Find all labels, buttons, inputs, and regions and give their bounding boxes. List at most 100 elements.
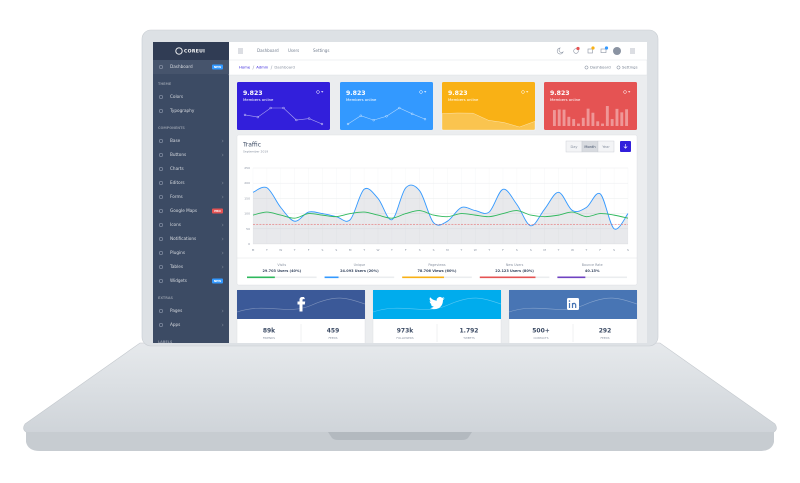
sidebar-brand: [153, 42, 229, 60]
progress-track: [557, 276, 627, 279]
nav-icon: [158, 250, 164, 256]
sparkbar: [620, 112, 624, 126]
social-label: FRIENDS: [263, 336, 275, 340]
list-icon[interactable]: [587, 48, 593, 54]
twitter-icon: [429, 296, 445, 310]
x-tick-label: S: [627, 248, 629, 252]
widget-card: [340, 82, 433, 130]
nav-item[interactable]: Dashboard: [170, 64, 193, 69]
brand-name: COREUI: [184, 49, 205, 55]
widget-label: Members online: [448, 97, 479, 102]
nav-item[interactable]: Buttons: [170, 152, 186, 157]
traffic-subtitle: September 2019: [243, 150, 268, 154]
nav-item[interactable]: Google Maps: [170, 208, 197, 213]
traffic-title: Traffic: [242, 142, 261, 149]
nav-item[interactable]: Icons: [170, 222, 181, 227]
x-tick-label: F: [599, 248, 601, 252]
nav-item[interactable]: Forms: [170, 194, 183, 199]
nav-item[interactable]: Base: [170, 138, 181, 143]
action-icon: [584, 65, 589, 70]
sparkbar: [577, 123, 580, 126]
nav-item[interactable]: Charts: [170, 166, 184, 171]
social-label: FEEDS: [328, 336, 337, 340]
mail-icon[interactable]: [600, 48, 607, 53]
nav-item[interactable]: Tables: [169, 264, 183, 269]
social-wave: [236, 297, 366, 313]
stat-value: 40.15%: [585, 269, 600, 273]
download-icon: [623, 144, 628, 149]
header-nav[interactable]: Dashboard: [257, 48, 279, 53]
aside-toggle[interactable]: [630, 48, 635, 54]
social-label: CONTACTS: [533, 336, 548, 340]
widget-caret: [424, 91, 427, 93]
sparkline-point: [295, 118, 298, 122]
stat-value: 78.706 Views (60%): [417, 269, 456, 273]
linkedin-dot: [568, 300, 571, 302]
chevron: [221, 237, 224, 241]
bell-icon[interactable]: [573, 48, 579, 54]
x-tick-label: T: [362, 248, 365, 252]
y-tick-label: 50: [246, 227, 250, 231]
nav-icon: [158, 322, 164, 328]
widget-card: [237, 82, 330, 130]
nav-item[interactable]: Pages: [170, 308, 182, 313]
nav-icon: [158, 108, 164, 114]
nav-item[interactable]: Editors: [170, 180, 185, 185]
widget-gear: [521, 90, 525, 94]
progress-bar: [324, 276, 339, 279]
nav-item[interactable]: Widgets: [170, 278, 187, 283]
hamburger[interactable]: [238, 48, 243, 54]
nav-icon: [158, 138, 164, 144]
nav-icon: [158, 208, 164, 214]
stat-label: Bounce Rate: [582, 263, 603, 267]
social-wave: [372, 297, 502, 313]
action-icon: [616, 65, 621, 70]
nav-item[interactable]: Typography: [169, 108, 195, 113]
sparkline-point: [359, 114, 362, 117]
sparkbar: [615, 108, 619, 126]
breadcrumb-action[interactable]: Settings: [622, 65, 638, 70]
social-label: FOLLOWERS: [396, 336, 414, 340]
breadcrumb-action[interactable]: Dashboard: [590, 65, 611, 70]
nav-item[interactable]: Notifications: [170, 236, 196, 241]
nav-item[interactable]: Apps: [170, 322, 180, 327]
breadcrumb-item[interactable]: Home: [239, 65, 251, 70]
moon-icon[interactable]: [556, 47, 564, 55]
stat-value: 24.093 Users (20%): [340, 269, 379, 273]
avatar[interactable]: [613, 47, 621, 55]
sparkbar: [567, 116, 571, 126]
laptop-base: [23, 342, 777, 434]
sparkbar: [601, 123, 604, 126]
sparkbar: [552, 110, 556, 126]
sparkline-point: [256, 115, 259, 119]
breadcrumb-sep: [252, 65, 255, 70]
series-area: [253, 185, 628, 244]
widget-caret: [321, 91, 324, 93]
social-label: TWEETS: [462, 336, 475, 340]
x-tick-label: T: [293, 248, 296, 252]
period-button[interactable]: [597, 140, 615, 153]
x-tick-label: S: [433, 248, 435, 252]
nav-item[interactable]: Plugins: [170, 250, 185, 255]
sparkbar: [586, 108, 590, 126]
nav-item[interactable]: Colors: [170, 94, 183, 99]
social-value: 89k: [263, 328, 276, 335]
chevron: [221, 323, 224, 327]
x-tick-label: T: [584, 248, 587, 252]
header-nav[interactable]: Users: [288, 48, 299, 53]
widget-gear: [623, 90, 627, 94]
sparkline-point: [346, 122, 350, 126]
breadcrumb-item: Dashboard: [274, 65, 295, 70]
sidebar-section: EXTRAS: [158, 296, 173, 300]
nav-badge-text: NEW: [214, 65, 221, 69]
chevron: [221, 309, 224, 313]
x-tick-label: S: [530, 248, 532, 252]
x-tick-label: S: [613, 248, 615, 252]
header-nav[interactable]: Settings: [313, 48, 329, 53]
chevron: [221, 265, 224, 269]
breadcrumb-item[interactable]: Admin: [256, 65, 269, 70]
period-button-label: Month: [584, 145, 595, 149]
sparkbar: [572, 119, 576, 126]
chevron: [221, 195, 224, 199]
